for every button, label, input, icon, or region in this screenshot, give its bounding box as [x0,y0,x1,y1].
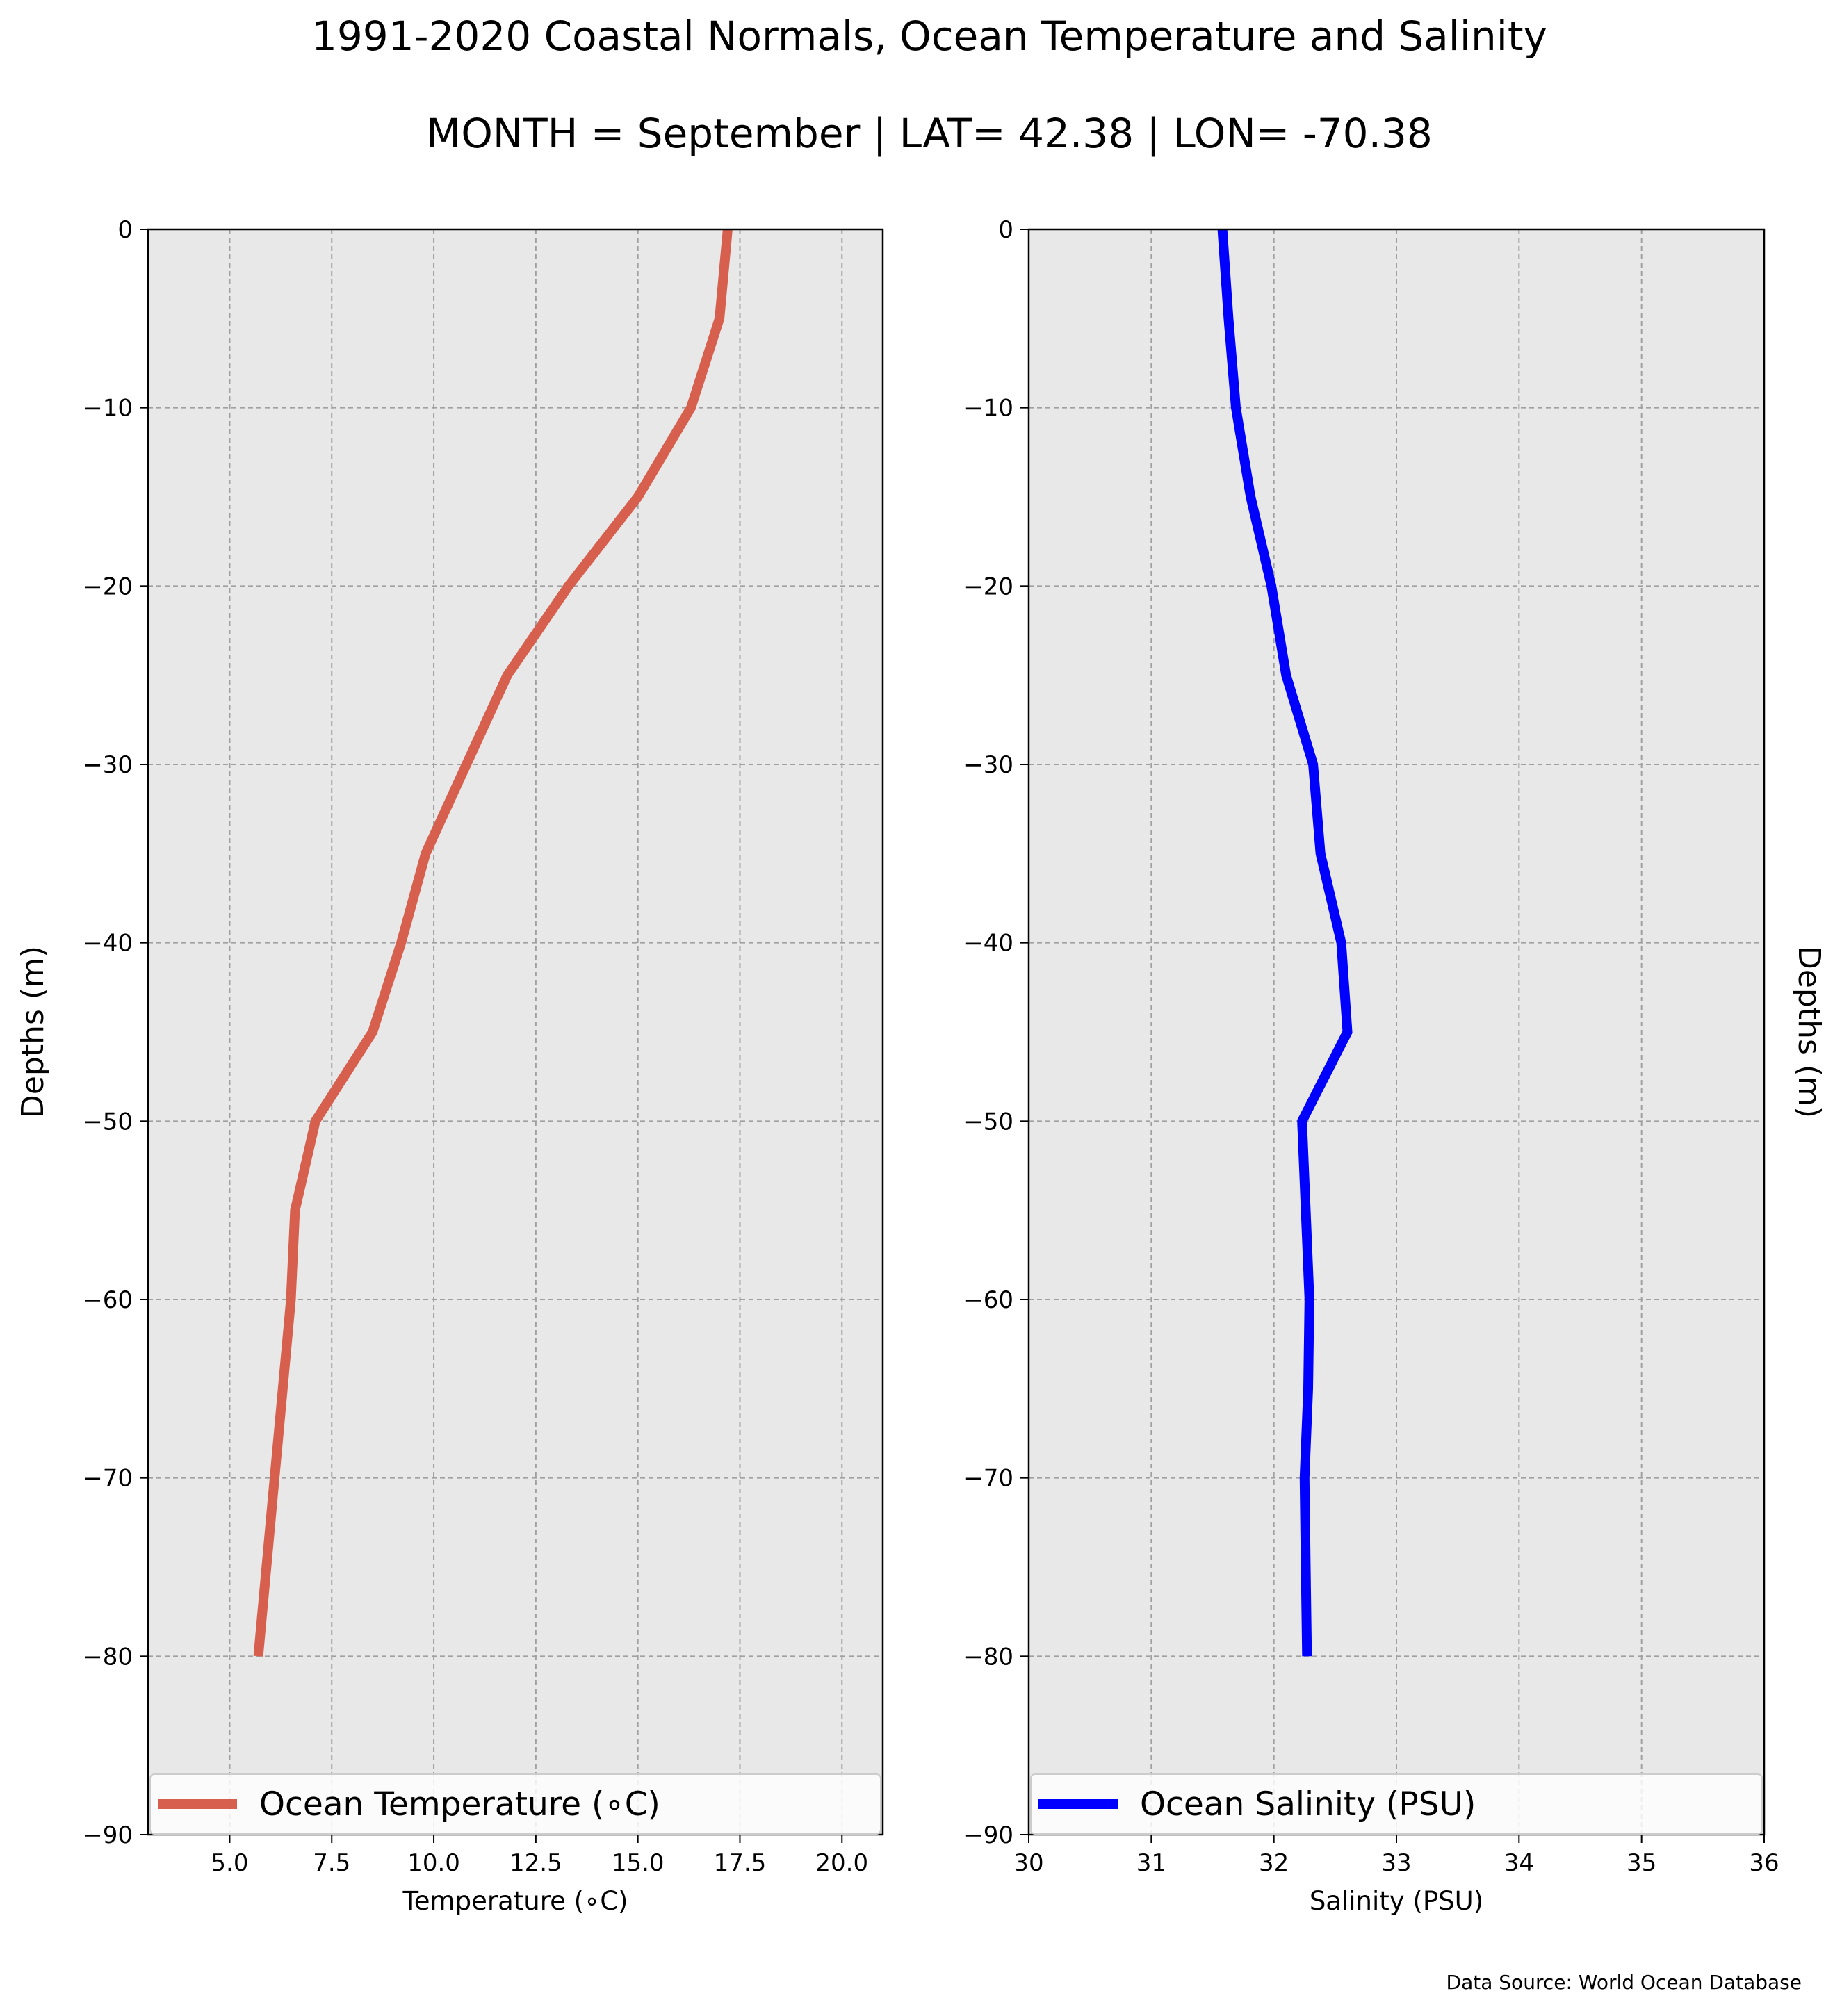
salinity-ytick-label: −40 [963,930,1013,958]
temperature-ytick-label: 0 [117,216,133,244]
temperature-ytick-label: −50 [83,1108,133,1136]
temperature-legend-label: Ocean Temperature (∘C) [259,1785,660,1824]
temperature-xtick-label: 15.0 [612,1849,665,1877]
salinity-ytick-label: −70 [963,1465,1013,1493]
temperature-ytick-label: −20 [83,573,133,600]
salinity-xtick-label: 36 [1749,1849,1779,1877]
temperature-x-axis-label: Temperature (∘C) [402,1886,628,1916]
salinity-xtick-label: 31 [1136,1849,1166,1877]
temperature-plot-area [148,229,883,1835]
temperature-legend [149,1773,881,1835]
temperature-xtick-label: 10.0 [407,1849,460,1877]
salinity-series-line [1217,229,1353,1657]
salinity-ytick-label: 0 [998,216,1013,244]
salinity-legend-label: Ocean Salinity (PSU) [1140,1785,1476,1824]
salinity-ytick-label: −30 [963,751,1013,779]
temperature-ytick-label: −40 [83,930,133,958]
data-source-note: Data Source: World Ocean Database [1446,1971,1802,1994]
salinity-panel: 30 31 32 33 34 35 36 0 −10 −20 −30 −40 −50 −60 −70 −80 −… [963,216,1827,1916]
temperature-ytick-label: −10 [83,395,133,423]
figure-title-line2: MONTH = September | LAT= 42.38 | LON= -7… [426,110,1433,157]
salinity-xtick-label: 30 [1013,1849,1043,1877]
temperature-ytick-label: −30 [83,751,133,779]
salinity-xtick-label: 32 [1259,1849,1289,1877]
salinity-ytick-label: −50 [963,1108,1013,1136]
temperature-panel: 5.0 7.5 10.0 12.5 15.0 17.5 20.0 0 −10 −20 −30 −40 −… [15,216,884,1916]
salinity-ytick-label: −60 [963,1286,1013,1314]
salinity-xtick-label: 34 [1504,1849,1534,1877]
temperature-xtick-label: 20.0 [815,1849,868,1877]
salinity-legend [1030,1773,1763,1835]
salinity-xtick-label: 33 [1381,1849,1411,1877]
temperature-ytick-label: −70 [83,1465,133,1493]
salinity-ytick-label: −80 [963,1643,1013,1671]
salinity-y-axis-label: Depths (m) [1791,946,1827,1118]
salinity-xtick-label: 35 [1627,1849,1656,1877]
salinity-x-axis-label: Salinity (PSU) [1310,1886,1483,1916]
temperature-ytick-label: −80 [83,1643,133,1671]
temperature-ytick-label: −60 [83,1286,133,1314]
temperature-series-line [253,229,733,1657]
temperature-xtick-label: 17.5 [714,1849,767,1877]
salinity-ytick-label: −20 [963,573,1013,600]
temperature-y-axis-label: Depths (m) [15,946,51,1118]
salinity-ytick-label: −10 [963,395,1013,423]
temperature-xtick-label: 7.5 [313,1849,350,1877]
temperature-ytick-label: −90 [83,1821,133,1849]
temperature-xtick-label: 5.0 [211,1849,248,1877]
salinity-ytick-label: −90 [963,1821,1013,1849]
temperature-xtick-label: 12.5 [510,1849,562,1877]
figure-title-line1: 1991-2020 Coastal Normals, Ocean Tempera… [311,13,1547,60]
